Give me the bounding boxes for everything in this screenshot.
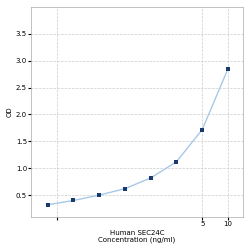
Point	[226, 67, 230, 71]
Y-axis label: OD: OD	[7, 106, 13, 117]
X-axis label: Human SEC24C
Concentration (ng/ml): Human SEC24C Concentration (ng/ml)	[98, 230, 176, 243]
Point	[200, 128, 204, 132]
Point	[72, 198, 76, 202]
Point	[174, 160, 178, 164]
Point	[123, 187, 127, 191]
Point	[46, 203, 50, 207]
Point	[149, 176, 153, 180]
Point	[97, 193, 101, 197]
